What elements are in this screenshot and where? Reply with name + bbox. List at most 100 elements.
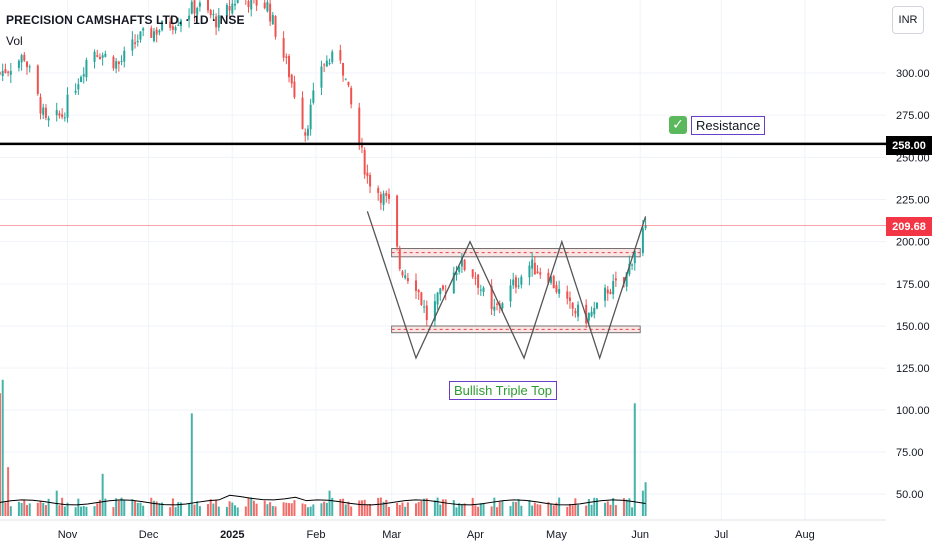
candle-body [117, 61, 120, 65]
currency-button[interactable]: INR [892, 6, 924, 34]
candle-body [342, 62, 345, 76]
candle-body [577, 304, 580, 317]
volume-bar [169, 507, 172, 516]
volume-layer [0, 379, 647, 516]
volume-bar [1, 379, 4, 516]
volume-bar [112, 507, 115, 516]
candle-body [533, 262, 536, 275]
candle-body [517, 285, 520, 287]
candle-body [158, 30, 161, 33]
candle-body [377, 188, 380, 193]
volume-indicator-label[interactable]: Vol [6, 34, 23, 48]
volume-bar [290, 503, 293, 516]
volume-bar [331, 497, 334, 516]
volume-bar [493, 497, 496, 516]
volume-bar [385, 499, 388, 516]
volume-bar [123, 499, 126, 516]
volume-bar [101, 473, 104, 516]
candle-body [304, 132, 307, 136]
candle-body [622, 277, 625, 284]
candle-body [293, 81, 296, 98]
volume-bar [536, 504, 539, 516]
pattern-layer [366, 211, 647, 361]
candle-body [36, 65, 39, 94]
volume-bar [236, 507, 239, 516]
candle-body [155, 29, 158, 35]
candle-body [288, 56, 291, 78]
candle-body [536, 271, 539, 274]
candle-body [171, 26, 174, 30]
candle-body [161, 20, 164, 31]
pattern-label[interactable]: Bullish Triple Top [449, 381, 558, 400]
price-tick-label: 200.00 [896, 237, 930, 249]
candle-body [179, 20, 182, 26]
volume-bar [612, 498, 615, 516]
resistance-label[interactable]: Resistance [691, 116, 766, 135]
volume-bar [142, 505, 145, 516]
candle-body [474, 277, 477, 279]
candle-body [528, 265, 531, 278]
volume-bar [212, 503, 215, 516]
candle-body [350, 87, 353, 105]
volume-bar [85, 506, 88, 516]
axis-layer: 125.00 150.00 175.00 200.00 225.00 250.00 275.… [0, 68, 930, 541]
volume-bar [217, 506, 220, 516]
candle-body [363, 150, 366, 175]
volume-bar [215, 499, 218, 516]
volume-bar [225, 506, 228, 516]
volume-bar [304, 504, 307, 516]
volume-bar [436, 497, 439, 516]
candle-body [85, 60, 88, 78]
candle-body [271, 14, 274, 25]
volume-tick-label: 100.00 [896, 405, 930, 417]
candle-body [139, 31, 142, 40]
volume-bar [177, 502, 180, 516]
volume-bar [39, 500, 42, 516]
volume-bar [587, 499, 590, 516]
candle-body [9, 70, 12, 75]
candle-body [306, 128, 309, 136]
volume-bar [9, 506, 12, 516]
candle-body [236, 0, 239, 3]
volume-bar [439, 504, 442, 516]
candle-body [266, 2, 269, 12]
candle-body [120, 60, 123, 62]
candle-body [231, 3, 234, 14]
candle-body [568, 297, 571, 301]
candle-body [379, 194, 382, 203]
candle-body [136, 41, 139, 43]
candle-body [39, 96, 42, 114]
candle-body [555, 285, 558, 293]
volume-bar [633, 403, 636, 516]
candle-body [212, 14, 215, 16]
candle-body [460, 257, 463, 267]
volume-bar [61, 497, 64, 516]
candle-body [382, 193, 385, 205]
candle-body [190, 1, 193, 14]
candle-body [169, 21, 172, 28]
volume-bar [452, 500, 455, 516]
volume-bar [423, 498, 426, 516]
candle-body [641, 228, 644, 254]
volume-bar [442, 499, 444, 516]
candle-body [1, 71, 4, 77]
candle-body [282, 38, 285, 58]
volume-bar [631, 507, 634, 516]
volume-bar [26, 505, 29, 516]
volume-bar [131, 499, 134, 516]
candle-body [539, 272, 542, 275]
candle-body [61, 114, 64, 117]
volume-bar [477, 506, 480, 516]
candle-body [123, 50, 126, 62]
volume-bar [152, 500, 155, 516]
candle-body [501, 303, 504, 309]
volume-bar [28, 503, 31, 516]
candle-body [23, 54, 26, 61]
volume-bar [377, 497, 380, 516]
candle-body [369, 175, 372, 187]
candle-body [28, 66, 31, 68]
volume-bar [533, 502, 536, 516]
volume-bar [396, 502, 399, 516]
